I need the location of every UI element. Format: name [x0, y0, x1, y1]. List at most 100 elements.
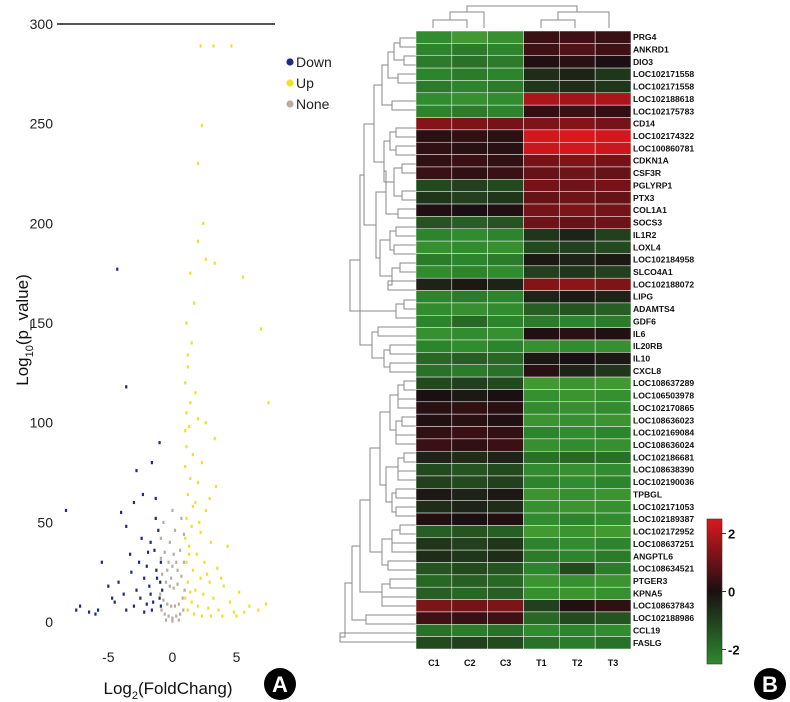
heat-cell: [559, 129, 596, 143]
heat-cell: [415, 327, 453, 341]
heat-cell: [523, 265, 560, 279]
heat-cell: [415, 426, 453, 440]
point-up: [187, 544, 191, 548]
point-none: [168, 540, 171, 544]
heat-cell: [451, 537, 488, 551]
heat-cell: [451, 166, 488, 180]
colorbar-tick-label: 0: [728, 585, 735, 600]
heat-cell: [594, 129, 632, 143]
point-up: [204, 421, 207, 425]
heat-cell: [559, 43, 596, 56]
heat-cell: [523, 92, 560, 106]
column-label: C1: [428, 658, 440, 668]
heat-cell: [523, 179, 560, 192]
heat-cell: [559, 574, 596, 588]
point-up: [204, 257, 207, 261]
heat-cell: [559, 636, 596, 650]
heat-cell: [451, 426, 488, 440]
heat-cell: [487, 141, 524, 155]
gene-label: IL10: [633, 354, 650, 364]
heat-cell: [487, 166, 524, 180]
legend-marker-down: [286, 58, 294, 66]
point-up: [189, 476, 192, 481]
point-down: [150, 460, 153, 465]
heat-cell: [487, 228, 524, 242]
heat-cell: [451, 315, 488, 328]
heat-cell: [415, 549, 453, 563]
heat-cell: [451, 450, 488, 464]
heat-cell: [594, 315, 632, 328]
heat-cell: [594, 401, 632, 415]
heat-cell: [487, 426, 524, 440]
heat-cell: [487, 80, 524, 94]
heat-cell: [559, 339, 596, 353]
point-up: [267, 401, 270, 405]
heat-cell: [559, 512, 596, 526]
heat-cell: [415, 290, 453, 304]
heat-cell: [487, 413, 524, 427]
heat-cell: [487, 67, 524, 81]
heat-cell: [415, 599, 453, 613]
heat-cell: [451, 475, 488, 489]
heat-cell: [451, 512, 488, 526]
point-down: [145, 602, 148, 606]
heat-cell: [487, 463, 524, 477]
heat-cell: [415, 104, 453, 118]
heat-cell: [523, 413, 560, 427]
heat-cell: [487, 216, 524, 230]
point-none: [177, 602, 180, 606]
heat-cell: [523, 352, 560, 365]
heat-cell: [487, 30, 524, 44]
heat-cell: [415, 512, 453, 526]
gene-labels: PRG4 ANKRD1 DIO3 LOC102171558 LOC102171558 LO…: [633, 32, 694, 648]
heat-cell: [559, 240, 596, 254]
point-down: [87, 610, 91, 614]
heat-cell: [451, 92, 488, 106]
point-up: [193, 301, 196, 305]
heat-cell: [523, 129, 560, 143]
heat-cell: [451, 549, 488, 563]
column-label: T2: [572, 658, 583, 668]
heat-cell: [487, 315, 524, 328]
heat-cell: [559, 364, 596, 378]
point-up: [184, 596, 187, 600]
gene-label: CSF3R: [633, 168, 662, 178]
point-up: [230, 44, 233, 48]
point-down: [64, 508, 68, 513]
heat-cell: [415, 438, 453, 452]
point-up: [213, 437, 216, 441]
column-label: C3: [500, 658, 512, 668]
point-down: [122, 592, 125, 596]
heat-cell: [487, 599, 524, 613]
gene-label: TPBGL: [633, 489, 662, 499]
point-down: [154, 496, 157, 501]
heat-cell: [451, 389, 488, 403]
point-none: [175, 614, 178, 618]
heat-cell: [523, 277, 560, 291]
gene-label: LOC108636024: [633, 440, 694, 450]
heat-cell: [594, 376, 632, 390]
heat-cell: [594, 549, 632, 563]
heat-cell: [415, 67, 453, 81]
heat-cell: [594, 562, 632, 576]
point-up: [216, 566, 219, 570]
heat-cell: [523, 438, 560, 452]
point-down: [117, 580, 120, 584]
gene-label: FASLG: [633, 638, 662, 648]
point-up: [226, 544, 229, 548]
point-up: [199, 44, 202, 48]
point-down: [158, 441, 161, 445]
point-down: [149, 540, 152, 544]
gene-label: CDKN1A: [633, 156, 669, 166]
heat-cell: [415, 562, 453, 576]
volcano-x-axis-title: Log2(FoldChang): [104, 679, 233, 702]
x-title-main: Log: [104, 679, 132, 698]
heat-cell: [559, 92, 596, 106]
heat-cell: [559, 611, 596, 625]
heat-cell: [415, 488, 453, 501]
heat-cell: [559, 80, 596, 94]
heat-cell: [487, 154, 524, 168]
x-tick-label: 5: [233, 649, 241, 665]
heat-cell: [451, 277, 488, 291]
gene-label: LOC102190036: [633, 477, 694, 487]
